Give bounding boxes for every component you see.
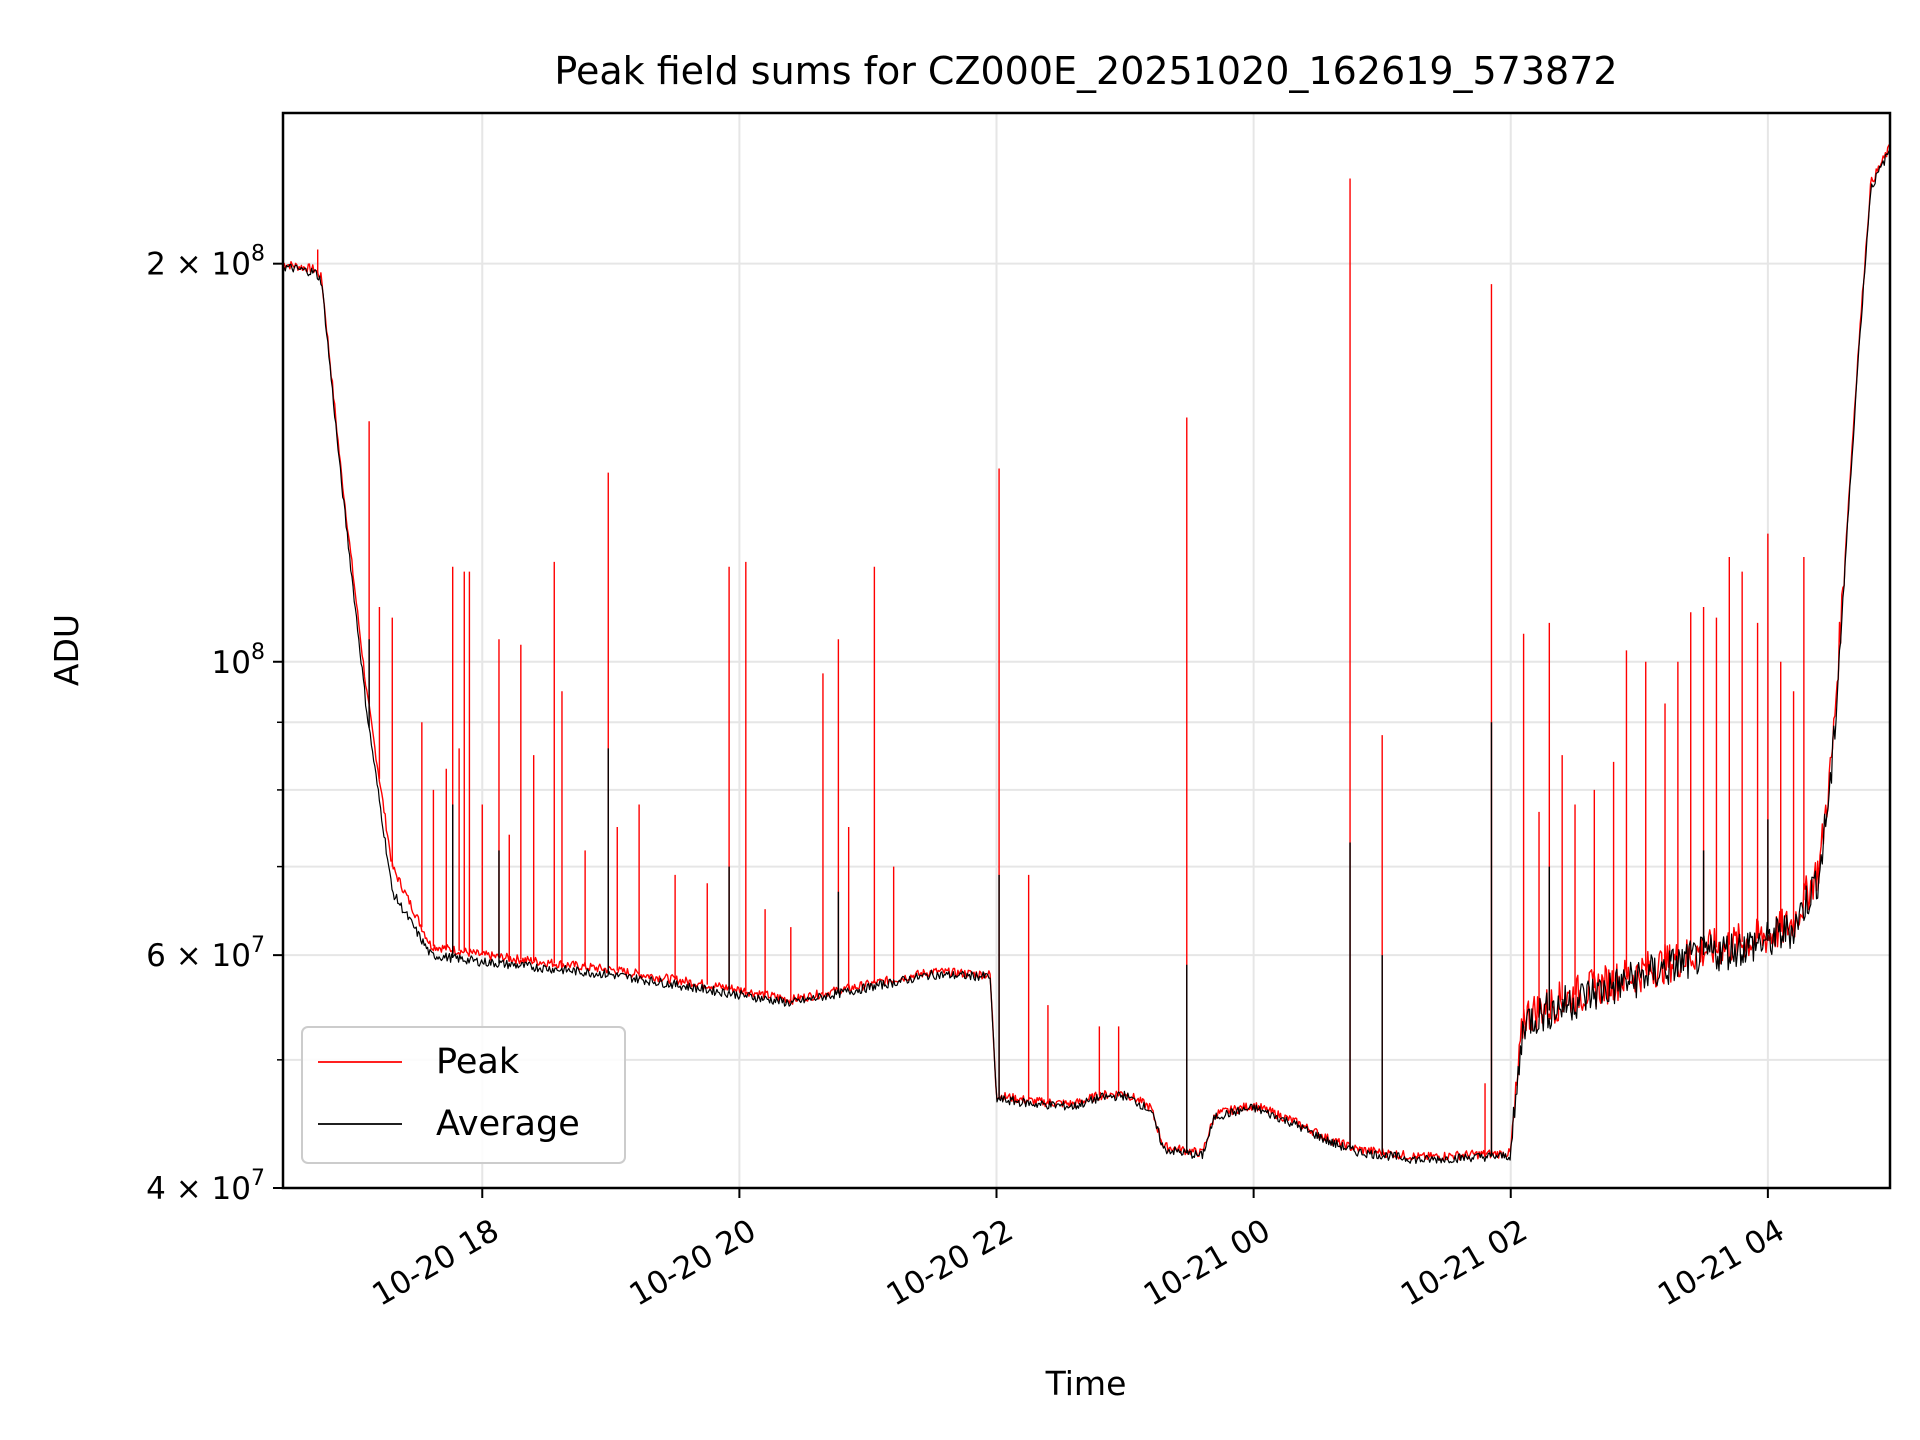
series-layer <box>282 144 1891 1164</box>
series-line-average <box>282 149 1891 1164</box>
plot-area-background <box>283 113 1890 1188</box>
y-tick-label: 2 × 108 <box>146 242 265 283</box>
y-tick-label: 6 × 107 <box>146 933 265 974</box>
legend: Peak Average <box>301 1026 626 1164</box>
chart-title: Peak field sums for CZ000E_20251020_1626… <box>554 49 1617 93</box>
legend-box <box>301 1026 626 1164</box>
legend-label-average: Average <box>436 1104 580 1144</box>
plot-frame <box>281 111 1892 1190</box>
y-tick-label: 4 × 107 <box>146 1166 265 1207</box>
y-tick-label: 108 <box>212 640 265 681</box>
x-axis-label: Time <box>1045 1364 1127 1403</box>
legend-label-peak: Peak <box>436 1042 520 1082</box>
y-axis-label: ADU <box>47 614 86 686</box>
